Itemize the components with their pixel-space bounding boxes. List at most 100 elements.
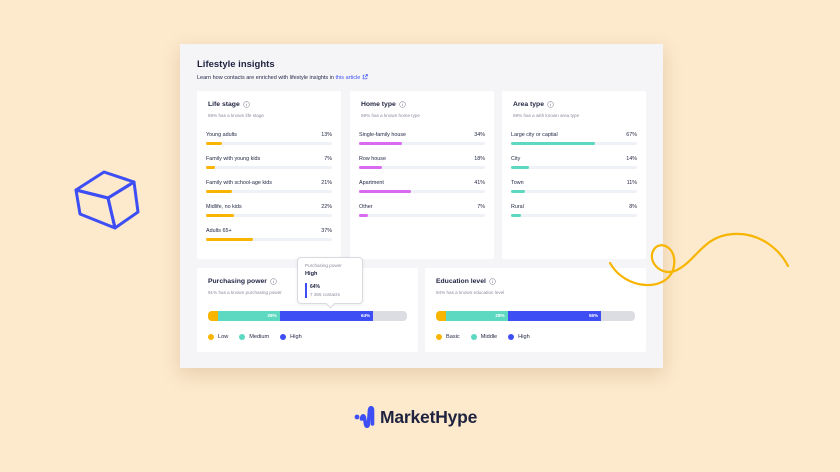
- area-type-card: Area type 69% has a with known area type…: [502, 91, 646, 259]
- item-label: Family with school-age kids: [206, 180, 272, 186]
- education-level-header: Education level: [436, 278, 496, 285]
- progress-fill: [359, 190, 411, 193]
- progress-fill: [206, 166, 215, 169]
- item-pct: 7%: [324, 156, 332, 162]
- progress-fill: [206, 142, 223, 145]
- card-subtitle: 84% has a known education level: [436, 290, 505, 295]
- progress-fill: [511, 142, 596, 145]
- item-label: Row house: [359, 156, 386, 162]
- list-item: Family with young kids 7%: [206, 156, 332, 172]
- segment-high[interactable]: 55%: [507, 311, 602, 321]
- progress-track: [359, 214, 485, 217]
- lifestyle-insights-panel: Lifestyle insights Learn how contacts ar…: [180, 44, 663, 368]
- progress-fill: [206, 238, 253, 241]
- segment-basic[interactable]: [436, 311, 446, 321]
- list-item: Other 7%: [359, 204, 485, 220]
- home-type-card: Home type 59% has a known home type Sing…: [350, 91, 494, 259]
- segment-label: 28%: [495, 313, 505, 318]
- item-label: Midlife, no kids: [206, 204, 242, 210]
- card-subtitle: 91% has a known purchasing power: [208, 290, 282, 295]
- item-pct: 7%: [477, 204, 485, 210]
- card-title: Life stage: [208, 101, 240, 108]
- markethype-logo-icon: [354, 406, 375, 428]
- legend-label: High: [518, 334, 530, 340]
- item-label: Single-family house: [359, 132, 407, 138]
- article-link-text: this article: [335, 75, 361, 81]
- list-item: Adults 65+ 37%: [206, 228, 332, 244]
- list-item: Town 11%: [511, 180, 637, 196]
- legend-item-high[interactable]: High: [280, 334, 302, 340]
- list-item: Midlife, no kids 22%: [206, 204, 332, 220]
- item-pct: 37%: [321, 228, 332, 234]
- legend-item-basic[interactable]: Basic: [436, 334, 460, 340]
- legend-item-low[interactable]: Low: [208, 334, 228, 340]
- list-item: Rural 8%: [511, 204, 637, 220]
- dot-icon: [508, 334, 515, 340]
- progress-track: [206, 142, 332, 145]
- panel-subtitle: Learn how contacts are enriched with lif…: [197, 74, 369, 81]
- dot-icon: [239, 334, 246, 340]
- segment-middle[interactable]: 28%: [445, 311, 508, 321]
- item-pct: 8%: [629, 204, 637, 210]
- progress-track: [206, 190, 332, 193]
- list-item: Apartment 41%: [359, 180, 485, 196]
- subtitle-text: Learn how contacts are enriched with lif…: [197, 75, 336, 81]
- card-title: Home type: [361, 101, 396, 108]
- legend: Low Medium High: [208, 334, 302, 340]
- cube-icon: [74, 170, 140, 230]
- list-item: Row house 18%: [359, 156, 485, 172]
- area-type-header: Area type: [513, 101, 554, 108]
- purchasing-power-header: Purchasing power: [208, 278, 277, 285]
- list-item: Family with school-age kids 21%: [206, 180, 332, 196]
- dot-icon: [280, 334, 287, 340]
- info-icon[interactable]: [547, 101, 554, 108]
- progress-track: [359, 190, 485, 193]
- list-item: City 14%: [511, 156, 637, 172]
- life-stage-card: Life stage 69% has a known life stage Yo…: [197, 91, 341, 259]
- progress-fill: [511, 214, 522, 217]
- segment-label: 64%: [360, 313, 371, 318]
- progress-track: [511, 214, 637, 217]
- progress-fill: [511, 190, 525, 193]
- item-label: Other: [359, 204, 373, 210]
- tooltip-value: High: [305, 271, 318, 277]
- brand-logo: MarketHype: [354, 406, 477, 428]
- article-link[interactable]: this article: [335, 74, 369, 81]
- item-pct: 21%: [321, 180, 332, 186]
- segment-high[interactable]: 64%: [279, 311, 374, 321]
- item-label: Family with young kids: [206, 156, 261, 162]
- item-label: Apartment: [359, 180, 384, 186]
- progress-track: [511, 142, 637, 145]
- progress-track: [206, 238, 332, 241]
- home-type-header: Home type: [361, 101, 406, 108]
- progress-fill: [206, 190, 233, 193]
- segment-low[interactable]: [208, 311, 218, 321]
- info-icon[interactable]: [489, 278, 496, 285]
- item-pct: 18%: [474, 156, 485, 162]
- card-subtitle: 59% has a known home type: [361, 113, 420, 118]
- legend-label: Middle: [480, 334, 498, 340]
- legend-item-middle[interactable]: Middle: [470, 334, 498, 340]
- segment-label: 26%: [267, 313, 277, 318]
- item-label: Large city or captial: [511, 132, 558, 138]
- legend-label: Basic: [446, 334, 460, 340]
- tooltip-accent-bar: [305, 283, 307, 298]
- purchasing-power-tooltip: Purchasing power High 64% 7 365 contacts: [297, 257, 363, 304]
- page-title: Lifestyle insights: [197, 59, 275, 70]
- progress-track: [511, 166, 637, 169]
- stacked-bar: 28% 55%: [436, 311, 635, 321]
- card-subtitle: 69% has a known life stage: [208, 113, 264, 118]
- info-icon[interactable]: [242, 101, 250, 108]
- item-pct: 67%: [626, 132, 637, 138]
- legend-item-medium[interactable]: Medium: [239, 334, 269, 340]
- card-subtitle: 69% has a with known area type: [513, 113, 580, 118]
- item-pct: 11%: [626, 180, 637, 186]
- item-pct: 22%: [321, 204, 332, 210]
- segment-medium[interactable]: 26%: [217, 311, 280, 321]
- progress-track: [359, 166, 485, 169]
- legend: Basic Middle High: [436, 334, 530, 340]
- legend-item-high[interactable]: High: [508, 334, 530, 340]
- brand-name: MarketHype: [380, 406, 478, 427]
- info-icon[interactable]: [398, 101, 406, 108]
- info-icon[interactable]: [270, 278, 277, 285]
